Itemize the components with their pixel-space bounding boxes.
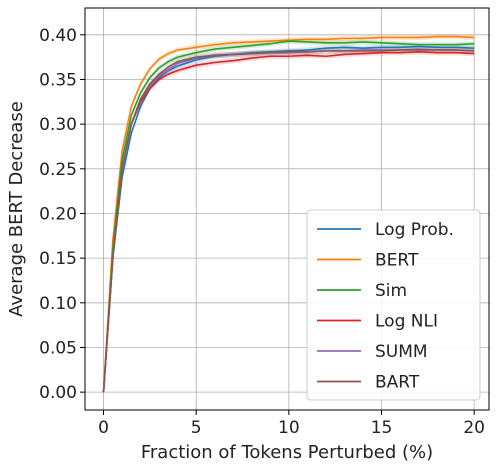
series-line <box>102 49 475 393</box>
y-tick-label: 0.30 <box>39 115 77 135</box>
series-line <box>102 45 475 393</box>
x-axis-ticks: 0 5 10 15 20 <box>98 410 485 438</box>
legend: Log Prob. BERT Sim Log NLI SUMM BART <box>306 209 481 401</box>
legend-box <box>306 209 481 401</box>
x-tick-label: 5 <box>191 418 202 438</box>
series-line <box>102 40 475 393</box>
legend-label: Sim <box>375 281 407 301</box>
axes-frame <box>84 7 490 411</box>
legend-label: Log Prob. <box>375 220 454 240</box>
series-line <box>102 50 475 393</box>
legend-label: Log NLI <box>375 312 438 332</box>
y-tick-label: 0.10 <box>39 294 77 314</box>
y-tick-label: 0.05 <box>39 338 77 358</box>
y-tick-label: 0.20 <box>39 204 77 224</box>
y-tick-label: 0.15 <box>39 249 77 269</box>
y-tick-label: 0.25 <box>39 160 77 180</box>
y-axis-label: Average BERT Decrease <box>6 101 27 317</box>
series-line <box>102 35 475 393</box>
x-tick-label: 0 <box>98 418 109 438</box>
x-tick-label: 15 <box>371 418 393 438</box>
legend-label: BART <box>375 373 420 393</box>
legend-label: BERT <box>375 251 419 271</box>
x-tick-label: 10 <box>278 418 300 438</box>
legend-label: SUMM <box>375 342 428 362</box>
plot-frame <box>84 7 490 411</box>
y-axis-ticks: 0.00 0.05 0.10 0.15 0.20 0.25 0.30 0.35 0.40 <box>39 26 85 403</box>
grid <box>85 8 489 410</box>
x-tick-label: 20 <box>463 418 485 438</box>
series-lines <box>102 35 475 393</box>
y-tick-label: 0.35 <box>39 70 77 90</box>
y-tick-label: 0.40 <box>39 26 77 46</box>
y-tick-label: 0.00 <box>39 383 77 403</box>
x-axis-label: Fraction of Tokens Perturbed (%) <box>141 442 433 463</box>
